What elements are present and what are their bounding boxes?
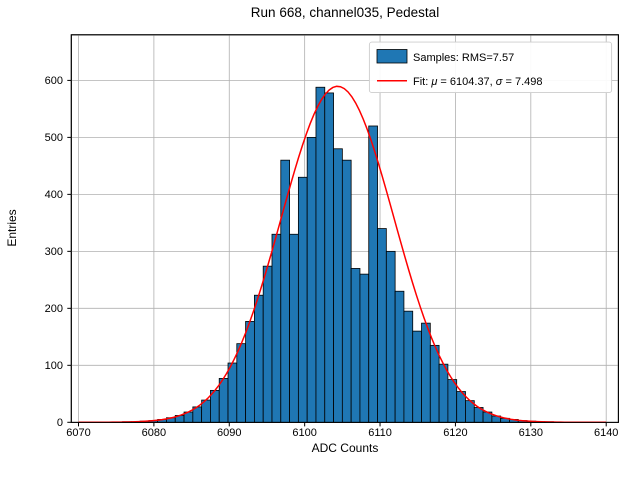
- svg-text:Entries: Entries: [5, 209, 19, 246]
- svg-text:0: 0: [57, 417, 63, 429]
- svg-text:6100: 6100: [292, 427, 316, 439]
- svg-text:600: 600: [45, 75, 63, 87]
- svg-text:300: 300: [45, 246, 63, 258]
- svg-text:6120: 6120: [443, 427, 467, 439]
- svg-text:Fit: μ = 6104.37, σ = 7.498: Fit: μ = 6104.37, σ = 7.498: [413, 76, 543, 88]
- svg-text:ADC Counts: ADC Counts: [312, 441, 379, 455]
- svg-text:6140: 6140: [594, 427, 618, 439]
- svg-text:6080: 6080: [142, 427, 166, 439]
- svg-text:400: 400: [45, 189, 63, 201]
- svg-text:200: 200: [45, 303, 63, 315]
- svg-text:6090: 6090: [217, 427, 241, 439]
- svg-text:500: 500: [45, 132, 63, 144]
- svg-text:Samples: RMS=7.57: Samples: RMS=7.57: [413, 52, 514, 64]
- svg-text:Run 668, channel035, Pedestal: Run 668, channel035, Pedestal: [251, 5, 439, 20]
- svg-text:100: 100: [45, 360, 63, 372]
- svg-text:6130: 6130: [519, 427, 543, 439]
- svg-text:6110: 6110: [368, 427, 392, 439]
- svg-text:6070: 6070: [66, 427, 90, 439]
